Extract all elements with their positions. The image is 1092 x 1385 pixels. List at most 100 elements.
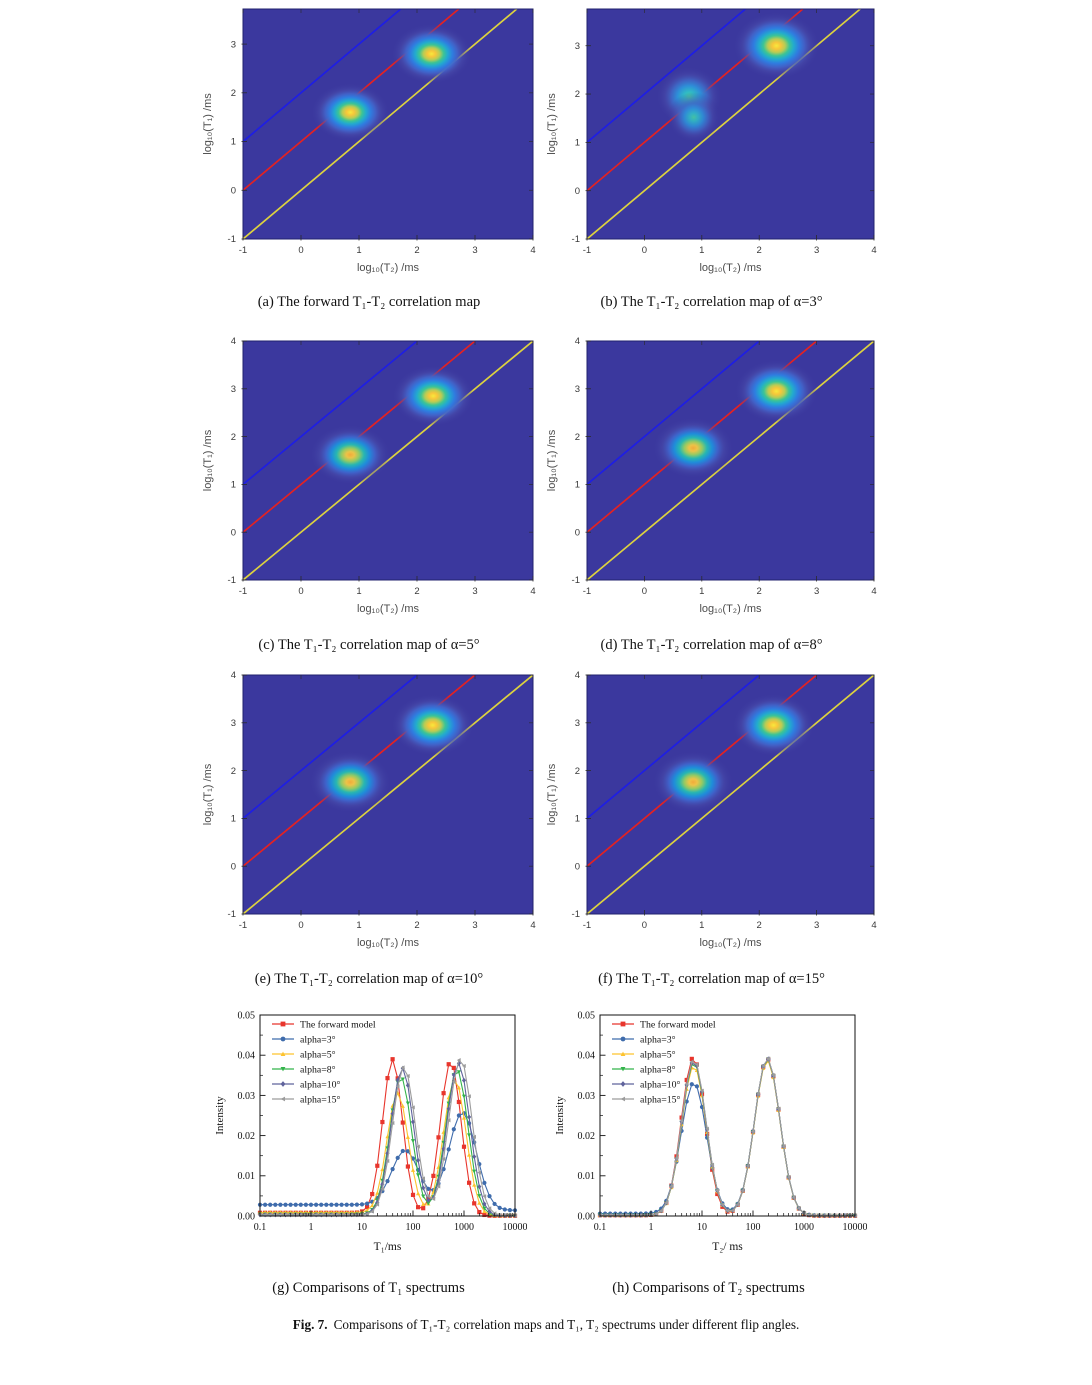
svg-text:0.01: 0.01 — [238, 1171, 256, 1182]
svg-text:3: 3 — [231, 39, 236, 50]
svg-text:-1: -1 — [572, 575, 580, 586]
svg-text:0: 0 — [642, 586, 647, 597]
svg-text:alpha=3°: alpha=3° — [300, 1034, 336, 1045]
svg-text:-1: -1 — [572, 909, 580, 920]
svg-text:T₂/ ms: T₂/ ms — [712, 1241, 743, 1253]
svg-text:log₁₀(T₂) /ms: log₁₀(T₂) /ms — [699, 603, 762, 615]
svg-text:alpha=5°: alpha=5° — [300, 1049, 336, 1060]
svg-text:0: 0 — [231, 527, 236, 538]
svg-text:2: 2 — [575, 89, 580, 100]
svg-text:The forward model: The forward model — [640, 1019, 716, 1030]
svg-text:-1: -1 — [583, 586, 591, 597]
correlation-map-b: -1 0 1 2 3 4 -1 0 1 2 3 log₁₀(T₂) /ms log₁₀(T₁) /ms — [539, 2, 884, 286]
svg-text:alpha=10°: alpha=10° — [640, 1079, 681, 1090]
svg-text:-1: -1 — [239, 586, 247, 597]
svg-text:2: 2 — [231, 432, 236, 443]
correlation-map-f: -1 0 1 2 3 4 -1 0 1 2 3 4 log₁₀(T₂) /ms log₁₀(T₁) /ms — [539, 668, 884, 961]
svg-text:1: 1 — [575, 480, 580, 491]
svg-text:log₁₀(T₂) /ms: log₁₀(T₂) /ms — [357, 937, 420, 949]
svg-text:0.05: 0.05 — [578, 1010, 596, 1021]
svg-text:-1: -1 — [228, 575, 236, 586]
svg-text:2: 2 — [231, 88, 236, 99]
svg-text:4: 4 — [530, 586, 535, 597]
svg-text:2: 2 — [757, 920, 762, 931]
svg-text:2: 2 — [414, 245, 419, 256]
svg-text:1: 1 — [699, 245, 704, 256]
chart-svg-a: -1 0 1 2 3 4 -1 0 1 2 3 log₁₀(T₂) /ms log₁₀(T₁) /ms — [202, 8, 536, 274]
svg-text:1: 1 — [231, 137, 236, 148]
svg-text:log₁₀(T₂) /ms: log₁₀(T₂) /ms — [357, 262, 420, 274]
svg-text:log₁₀(T₁) /ms: log₁₀(T₁) /ms — [202, 429, 214, 491]
svg-text:1: 1 — [356, 920, 361, 931]
svg-text:3: 3 — [814, 920, 819, 931]
svg-text:1: 1 — [575, 814, 580, 825]
svg-text:0: 0 — [642, 245, 647, 256]
svg-text:0.05: 0.05 — [238, 1010, 256, 1021]
svg-text:0: 0 — [298, 245, 303, 256]
svg-text:log₁₀(T₂) /ms: log₁₀(T₂) /ms — [357, 603, 420, 615]
svg-text:0.02: 0.02 — [578, 1131, 596, 1142]
svg-text:0: 0 — [231, 861, 236, 872]
svg-text:2: 2 — [575, 432, 580, 443]
svg-text:-1: -1 — [583, 920, 591, 931]
svg-text:log₁₀(T₁) /ms: log₁₀(T₁) /ms — [546, 93, 558, 155]
svg-text:2: 2 — [231, 766, 236, 777]
figure-caption-prefix: Fig. 7. — [292, 1317, 328, 1332]
svg-text:2: 2 — [757, 245, 762, 256]
correlation-map-a: -1 0 1 2 3 4 -1 0 1 2 3 log₁₀(T₂) /ms log₁₀(T₁) /ms — [195, 2, 543, 286]
svg-text:Intensity: Intensity — [554, 1096, 566, 1135]
svg-text:Intensity: Intensity — [214, 1096, 226, 1135]
svg-text:0: 0 — [575, 186, 580, 197]
correlation-map-e: -1 0 1 2 3 4 -1 0 1 2 3 4 log₁₀(T₂) /ms log₁₀(T₁) /ms — [195, 668, 543, 961]
svg-text:alpha=15°: alpha=15° — [300, 1094, 341, 1105]
svg-text:log₁₀(T₂) /ms: log₁₀(T₂) /ms — [699, 937, 762, 949]
svg-text:0.00: 0.00 — [578, 1211, 596, 1222]
svg-text:T₁/ms: T₁/ms — [374, 1241, 402, 1253]
svg-text:4: 4 — [530, 920, 535, 931]
figure-caption-text: Comparisons of T₁-T₂ correlation maps an… — [333, 1317, 800, 1332]
subplot-caption-h: (h) Comparisons of T₂ spectrums — [612, 1280, 805, 1296]
svg-text:log₁₀(T₁) /ms: log₁₀(T₁) /ms — [546, 429, 558, 491]
svg-text:alpha=3°: alpha=3° — [640, 1034, 676, 1045]
svg-text:3: 3 — [814, 245, 819, 256]
chart-svg-e: -1 0 1 2 3 4 -1 0 1 2 3 4 log₁₀(T₂) /ms log₁₀(T₁) /ms — [202, 670, 536, 949]
svg-text:1: 1 — [356, 586, 361, 597]
svg-text:0: 0 — [231, 185, 236, 196]
subplot-caption-g: (g) Comparisons of T₁ spectrums — [272, 1280, 465, 1296]
svg-text:log₁₀(T₁) /ms: log₁₀(T₁) /ms — [202, 763, 214, 825]
spectrum-chart-t1: 0.1 1 10 100 1000 10000 0.00 0.01 0.02 0.03 0.04 0.… — [210, 1007, 527, 1265]
svg-text:1: 1 — [699, 920, 704, 931]
svg-text:alpha=10°: alpha=10° — [300, 1079, 341, 1090]
chart-svg-c: -1 0 1 2 3 4 -1 0 1 2 3 4 log₁₀(T₂) /ms log₁₀(T₁) /ms — [202, 336, 536, 615]
svg-text:4: 4 — [871, 245, 876, 256]
svg-text:2: 2 — [575, 766, 580, 777]
chart-svg-b: -1 0 1 2 3 4 -1 0 1 2 3 log₁₀(T₂) /ms log₁₀(T₁) /ms — [546, 8, 877, 274]
svg-text:10000: 10000 — [503, 1222, 528, 1233]
svg-text:4: 4 — [530, 245, 535, 256]
svg-text:3: 3 — [814, 586, 819, 597]
svg-text:2: 2 — [414, 586, 419, 597]
svg-text:0: 0 — [642, 920, 647, 931]
svg-text:-1: -1 — [228, 909, 236, 920]
svg-text:alpha=8°: alpha=8° — [640, 1064, 676, 1075]
svg-text:-1: -1 — [239, 245, 247, 256]
svg-text:The forward model: The forward model — [300, 1019, 376, 1030]
chart-svg-f: -1 0 1 2 3 4 -1 0 1 2 3 4 log₁₀(T₂) /ms log₁₀(T₁) /ms — [546, 670, 877, 949]
svg-text:4: 4 — [871, 920, 876, 931]
svg-text:3: 3 — [575, 384, 580, 395]
svg-text:4: 4 — [575, 336, 580, 347]
spectrum-chart-t2: 0.1 1 10 100 1000 10000 0.00 0.01 0.02 0.03 0.04 0.… — [550, 1007, 867, 1265]
svg-text:1: 1 — [649, 1222, 654, 1233]
svg-text:0.00: 0.00 — [238, 1211, 256, 1222]
svg-text:0.1: 0.1 — [594, 1222, 607, 1233]
svg-text:1: 1 — [699, 586, 704, 597]
figure-caption: Fig. 7. Comparisons of T₁-T₂ correlation … — [0, 1317, 1092, 1333]
chart-svg-g: 0.1 1 10 100 1000 10000 0.00 0.01 0.02 0.03 0.04 0.… — [214, 1010, 528, 1253]
svg-text:4: 4 — [231, 336, 236, 347]
svg-text:alpha=8°: alpha=8° — [300, 1064, 336, 1075]
subplot-caption-a: (a) The forward T₁-T₂ correlation map — [257, 294, 481, 310]
correlation-map-c: -1 0 1 2 3 4 -1 0 1 2 3 4 log₁₀(T₂) /ms log₁₀(T₁) /ms — [195, 334, 543, 627]
svg-text:0.04: 0.04 — [578, 1051, 596, 1062]
svg-text:3: 3 — [472, 920, 477, 931]
